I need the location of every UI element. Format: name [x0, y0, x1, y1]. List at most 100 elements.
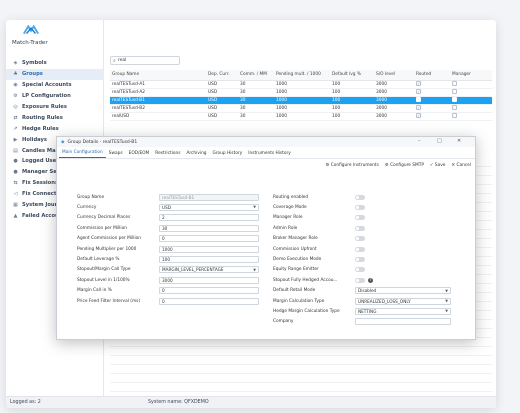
input-field[interactable]: 2	[159, 214, 259, 222]
cancel-button[interactable]: ✕ Cancel	[451, 163, 471, 168]
toggle-label: Stopout Fully Hedged Accou...	[273, 277, 338, 283]
routed-checkbox[interactable]: ✓	[416, 89, 421, 94]
column-header[interactable]: Manager	[450, 70, 492, 81]
form-field: Default Leverage % 100	[77, 255, 259, 263]
manager-checkbox[interactable]	[452, 112, 457, 118]
sidebar-item-routing-rules[interactable]: ⇄ Routing Rules	[6, 112, 104, 123]
field-value: realTESTusd-B1	[162, 194, 195, 200]
table-row[interactable]: realTESTusd-A2 USD 30 1000 100 3000 ✓	[110, 88, 492, 97]
column-header[interactable]: Routed	[414, 70, 450, 81]
column-header[interactable]: Dep. Curr.	[206, 70, 238, 81]
field-label: Agent Commission per Million	[77, 236, 142, 242]
input-field[interactable]: 1000	[159, 245, 259, 253]
field-label: Currency Decimal Places	[77, 215, 131, 221]
search-input[interactable]: ⌕ real	[110, 56, 180, 65]
field-value: 0	[162, 236, 165, 242]
manager-checkbox[interactable]	[452, 96, 457, 102]
select-row: Margin Calculation Type UNREALIZED_LOSS_O…	[273, 297, 451, 305]
input-field[interactable]: 0	[159, 287, 259, 295]
input-field[interactable]: 30	[159, 224, 259, 232]
select-field[interactable]: USD ▼	[159, 203, 259, 211]
toggle-switch[interactable]	[355, 277, 365, 283]
select-field[interactable]: UNREALIZED_LOSS_ONLY ▼	[355, 297, 451, 305]
field-label: Margin Calculation Type	[273, 298, 325, 304]
tab-eod-eom[interactable]: EOD/EOM	[128, 151, 150, 156]
table-cell: realTESTusd-A2	[110, 88, 206, 97]
toggle-switch[interactable]	[355, 256, 365, 262]
sidebar-item-exposure-rules[interactable]: ◎ Exposure Rules	[6, 102, 104, 113]
input-field[interactable]: 0	[159, 235, 259, 243]
sidebar-item-symbols[interactable]: ◈ Symbols	[6, 58, 104, 69]
select-field[interactable]: NETTING ▼	[355, 307, 451, 315]
chevron-down-icon: ▼	[445, 288, 448, 293]
manager-checkbox[interactable]	[452, 80, 457, 86]
routed-checkbox[interactable]: ✓	[416, 113, 421, 118]
sidebar-item-special-accounts[interactable]: ◉ Special Accounts	[6, 80, 104, 91]
toggle-switch[interactable]	[355, 236, 365, 242]
toggle-switch[interactable]	[355, 204, 365, 210]
help-icon[interactable]: ?	[368, 277, 373, 283]
form-field: Group Name realTESTusd-B1	[77, 193, 259, 201]
table-row[interactable]: realTESTusd-A1 USD 30 1000 100 3000 ✓	[110, 80, 492, 89]
tab-instruments-history[interactable]: Instruments History	[248, 151, 291, 156]
sidebar-item-hedge-rules[interactable]: ↗ Hedge Rules	[6, 123, 104, 134]
tab-main-configuration[interactable]: Main Configuration	[59, 150, 106, 158]
toggle-switch[interactable]	[355, 215, 365, 221]
table-cell: 30	[238, 112, 274, 121]
sidebar-item-failed-accoun[interactable]: ▲ Failed Accoun	[6, 210, 104, 221]
configure-instruments-button[interactable]: ⚙ Configure Instruments	[326, 163, 379, 168]
sidebar-item-fix-sessions[interactable]: ⇆ Fix Sessions	[6, 178, 104, 189]
tab-restrictions[interactable]: Restrictions	[155, 151, 181, 156]
column-header[interactable]: S/O level	[374, 70, 414, 81]
sidebar-item-system-journa[interactable]: ▦ System Journa	[6, 200, 104, 211]
column-header[interactable]: Pending mult. / 1000	[274, 70, 330, 81]
table-row[interactable]: realUSD USD 30 1000 100 3000 ✓	[110, 112, 492, 121]
select-field[interactable]: MARGIN_LEVEL_PERCENTAGE ▼	[159, 266, 259, 274]
sidebar-item-candles-maint[interactable]: ▤ Candles Maint	[6, 145, 104, 156]
input-field[interactable]: 100	[159, 255, 259, 263]
input-field[interactable]: 3000	[159, 276, 259, 284]
empty-row	[110, 338, 492, 347]
tab-swaps[interactable]: Swaps	[108, 151, 123, 156]
table-row[interactable]: realTESTusd-B1 USD 30 1000 100 3000	[110, 96, 492, 105]
candles-icon: ▤	[13, 147, 18, 154]
sidebar-item-lp-configuration[interactable]: ⚙ LP Configuration	[6, 91, 104, 102]
tab-archiving[interactable]: Archiving	[186, 151, 207, 156]
manager-checkbox[interactable]	[452, 88, 457, 94]
select-field[interactable]: Disabled ▼	[355, 287, 451, 295]
form-field: Price Feed Filter Interval (ms) 0	[77, 297, 259, 305]
company-input[interactable]	[355, 318, 451, 326]
form-field: Stopout/Margin Call Type MARGIN_LEVEL_PER…	[77, 266, 259, 274]
minimize-icon[interactable]: –	[418, 138, 421, 144]
close-icon[interactable]: ✕	[457, 138, 462, 144]
sidebar-item-manager-sess[interactable]: ● Manager Sess	[6, 167, 104, 178]
table-row[interactable]: realTESTusd-B2 USD 30 1000 100 3000 ✓	[110, 104, 492, 113]
sidebar-item-fix-connector[interactable]: ◁ Fix Connector	[6, 189, 104, 200]
routed-checkbox[interactable]: ✓	[416, 81, 421, 86]
column-header[interactable]: Comm. / MM	[238, 70, 274, 81]
field-value: NETTING	[358, 308, 377, 314]
manager-checkbox[interactable]	[452, 104, 457, 110]
toggle-switch[interactable]	[355, 225, 365, 231]
toggle-switch[interactable]	[355, 194, 365, 200]
column-header[interactable]: Group Name	[110, 70, 206, 81]
tab-group-history[interactable]: Group History	[212, 151, 243, 156]
form-field: Currency Decimal Places 2	[77, 214, 259, 222]
maximize-icon[interactable]: □	[437, 138, 442, 144]
sidebar-item-logged-users[interactable]: ● Logged Users	[6, 156, 104, 167]
field-value: 0	[162, 288, 165, 294]
column-header[interactable]: Default lvg %	[330, 70, 374, 81]
configure-smtp-button[interactable]: ⚙ Configure SMTP	[385, 163, 424, 168]
routed-checkbox[interactable]: ✓	[416, 105, 421, 110]
configure-instruments-label: Configure Instruments	[330, 162, 379, 168]
toggle-switch[interactable]	[355, 267, 365, 273]
input-field[interactable]: 0	[159, 297, 259, 305]
table-cell: USD	[206, 88, 238, 97]
routed-checkbox[interactable]	[416, 96, 421, 102]
select-row: Company	[273, 318, 451, 326]
toggle-switch[interactable]	[355, 246, 365, 252]
save-button[interactable]: ✓ Save	[430, 163, 446, 168]
field-label: Default Leverage %	[77, 256, 120, 262]
sidebar-item-groups[interactable]: ♣ Groups	[6, 68, 104, 80]
sidebar-item-holidays[interactable]: ▶ Holidays	[6, 134, 104, 145]
